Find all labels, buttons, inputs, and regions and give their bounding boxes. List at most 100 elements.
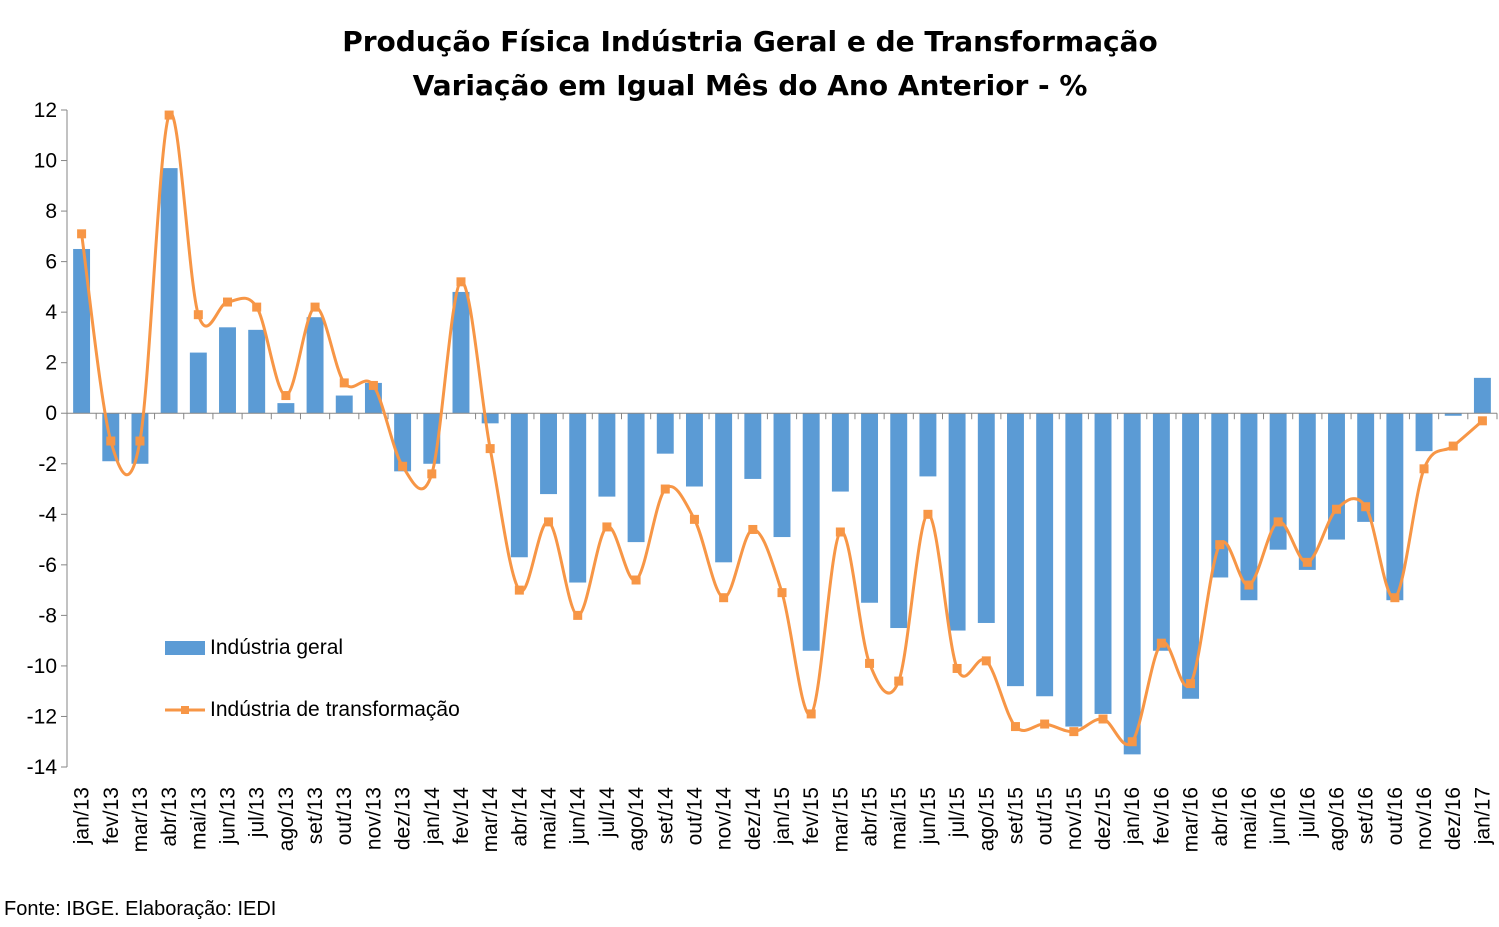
bar (598, 413, 616, 497)
line-marker (806, 709, 816, 719)
bar (160, 168, 178, 414)
x-tick-label: jul/15 (946, 787, 969, 838)
x-tick-label: jun/15 (917, 787, 940, 845)
bar (335, 395, 353, 414)
line-marker (368, 380, 378, 390)
y-tick-label: 4 (45, 301, 57, 324)
bar (1269, 413, 1287, 550)
x-tick-label: fev/15 (800, 787, 823, 844)
line-marker (748, 524, 758, 534)
line-marker (1244, 580, 1254, 590)
x-tick-label: nov/16 (1413, 787, 1436, 850)
x-tick-label: nov/14 (713, 787, 736, 850)
y-tick-label: -12 (27, 705, 57, 728)
x-tick-label: jun/14 (567, 787, 590, 846)
y-axis: 12 10 8 6 4 2 0 -2 -4 -6 -8 -10 -12 -14 (27, 99, 68, 779)
y-tick-label: -2 (38, 453, 57, 476)
line-marker (281, 391, 291, 401)
bar (510, 413, 528, 558)
bar (977, 413, 995, 623)
line-marker (1069, 727, 1079, 737)
x-tick-label: out/14 (683, 787, 706, 846)
x-tick-label: mai/14 (538, 787, 561, 850)
bar (1444, 413, 1462, 416)
line-marker (193, 310, 203, 320)
x-tick-label: jul/16 (1296, 787, 1319, 838)
line-marker (835, 527, 845, 537)
line-marker (1448, 441, 1458, 451)
line-marker (223, 297, 233, 307)
x-tick-label: dez/16 (1442, 787, 1465, 850)
bar (685, 413, 703, 487)
line-marker (514, 585, 524, 595)
x-tick-label: mar/16 (1180, 787, 1203, 852)
y-tick-label: -8 (38, 604, 57, 627)
bar (1094, 413, 1112, 714)
line-marker (310, 302, 320, 312)
line-marker (1302, 557, 1312, 567)
x-tick-label: set/13 (304, 787, 327, 844)
line-series (77, 110, 1487, 747)
bar (861, 413, 879, 603)
bar (1211, 413, 1229, 578)
x-tick-label: nov/15 (1063, 787, 1086, 850)
y-tick-label: -6 (38, 554, 57, 577)
line-marker (923, 509, 933, 519)
x-tick-label: abr/14 (508, 787, 531, 847)
line-marker (865, 658, 875, 668)
line-marker (1186, 679, 1196, 689)
bar (773, 413, 791, 538)
x-tick-label: mai/13 (187, 787, 210, 850)
x-tick-label: mai/15 (888, 787, 911, 850)
x-tick-label: ago/14 (625, 787, 648, 852)
y-tick-label: -14 (27, 756, 58, 779)
y-tick-label: 12 (34, 99, 57, 122)
line-marker (1273, 517, 1283, 527)
x-tick-label: fev/16 (1150, 787, 1173, 844)
line-marker (1419, 464, 1429, 474)
x-tick-label: abr/16 (1209, 787, 1232, 847)
y-tick-label: 6 (45, 251, 57, 274)
line-marker (689, 514, 699, 524)
line-marker (1361, 502, 1371, 512)
x-tick-label: mar/15 (829, 787, 852, 852)
x-tick-label: out/16 (1384, 787, 1407, 845)
x-tick-label: ago/16 (1325, 787, 1348, 851)
zero-axis (66, 412, 1498, 420)
x-tick-label: fev/13 (100, 787, 123, 844)
bar (831, 413, 849, 492)
bar (656, 413, 674, 454)
x-tick-label: jan/16 (1121, 787, 1144, 845)
line-marker (544, 517, 554, 527)
bar (1182, 413, 1200, 699)
line-marker (602, 522, 612, 532)
bar (481, 413, 499, 424)
x-tick-label: jun/16 (1267, 787, 1290, 845)
bar (919, 413, 937, 477)
x-tick-label: jan/15 (771, 787, 794, 845)
x-tick-label: dez/14 (742, 787, 765, 850)
chart: Produção Física Indústria Geral e de Tra… (27, 25, 1498, 852)
line-marker (339, 378, 349, 388)
bar (540, 413, 557, 495)
y-tick-label: 0 (45, 402, 57, 425)
x-tick-label: mar/13 (129, 787, 152, 852)
bar (1152, 413, 1170, 651)
bar (452, 291, 470, 414)
bar (1123, 413, 1141, 755)
line-marker (1127, 737, 1137, 747)
bar (1298, 413, 1316, 570)
line-marker (777, 588, 787, 598)
line-marker (573, 610, 583, 620)
x-tick-label: jul/13 (246, 787, 269, 838)
bar (248, 329, 266, 414)
x-tick-label: jan/17 (1471, 787, 1494, 845)
line-marker (631, 575, 641, 585)
bar (1240, 413, 1258, 601)
y-tick-label: 10 (34, 150, 57, 173)
x-tick-label: jan/14 (421, 787, 444, 846)
legend: Indústria geral Indústria de transformaç… (165, 636, 460, 721)
bar (1386, 413, 1404, 601)
y-tick-label: 8 (45, 200, 57, 223)
chart-subtitle: Variação em Igual Mês do Ano Anterior - … (413, 69, 1088, 102)
